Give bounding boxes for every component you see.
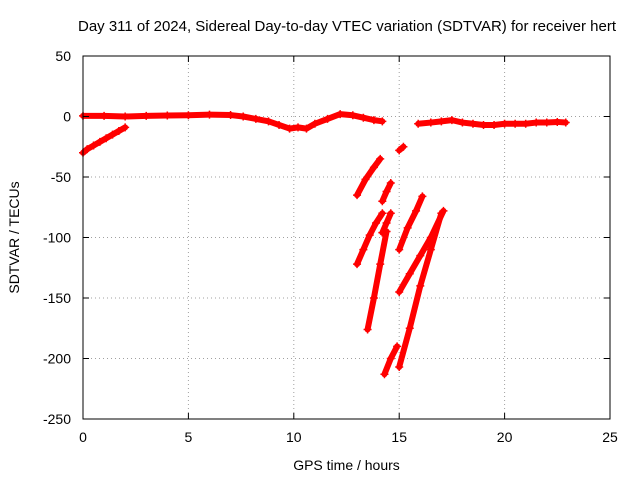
data-point <box>378 209 387 218</box>
y-tick-label: -150 <box>43 290 71 306</box>
x-tick-label: 10 <box>286 429 302 445</box>
grid-lines <box>83 56 610 419</box>
plot-frame <box>82 55 611 420</box>
data-point <box>386 209 395 218</box>
series-arc-f <box>395 192 427 254</box>
data-point-cluster <box>404 207 420 231</box>
series-baseline-early <box>79 110 387 133</box>
x-tick-label: 25 <box>602 429 618 445</box>
data-point <box>399 142 408 151</box>
series-rising-start <box>79 123 130 157</box>
chart-title-text: Day 311 of 2024, Sidereal Day-to-day VTE… <box>78 18 616 35</box>
data-point-cluster <box>406 252 424 277</box>
data-point-cluster <box>417 246 434 289</box>
chart-title: Day 311 of 2024, Sidereal Day-to-day VTE… <box>0 18 640 35</box>
data-point-cluster <box>370 261 384 301</box>
data-point <box>561 118 570 127</box>
data-point-cluster <box>396 270 413 295</box>
series-baseline-late <box>414 116 570 129</box>
data-point <box>393 342 402 351</box>
axis-ticks: 0 5 10 15 20 25 -250 -200 -150 -100 -50 0 50 <box>43 48 618 445</box>
series-arc-d <box>353 209 387 269</box>
data-point-cluster <box>417 234 434 259</box>
data-point <box>382 227 391 236</box>
data-point-cluster <box>396 224 411 253</box>
x-axis-label: GPS time / hours <box>293 457 400 473</box>
data-point-cluster <box>396 325 413 370</box>
data-point <box>437 209 446 218</box>
y-tick-label: -100 <box>43 230 71 246</box>
x-tick-label: 0 <box>79 429 87 445</box>
x-tick-label: 20 <box>497 429 513 445</box>
data-point <box>378 117 387 126</box>
data-point-cluster <box>370 155 384 171</box>
data-point-cluster <box>364 295 377 333</box>
data-point-cluster <box>387 343 401 362</box>
data-point <box>418 192 427 201</box>
data-point-cluster <box>413 193 426 214</box>
data-point-cluster <box>427 210 445 253</box>
x-tick-label: 5 <box>185 429 193 445</box>
y-tick-label: -50 <box>51 169 71 185</box>
y-axis-label: SDTVAR / TECUs <box>6 181 22 293</box>
series-arc-c <box>395 142 408 155</box>
series-arc-i <box>380 342 402 379</box>
series-arc-j <box>395 209 446 371</box>
data-point-cluster <box>377 228 390 268</box>
y-tick-label: 0 <box>63 109 71 125</box>
data-point <box>386 179 395 188</box>
data-point <box>376 154 385 163</box>
data-points <box>79 110 570 379</box>
series-arc-g <box>363 227 391 334</box>
x-tick-label: 15 <box>391 429 407 445</box>
y-tick-label: -200 <box>43 351 71 367</box>
y-tick-label: -250 <box>43 411 71 427</box>
data-point <box>121 123 130 132</box>
data-point-cluster <box>406 282 424 332</box>
data-point-cluster <box>373 210 386 226</box>
y-tick-label: 50 <box>55 48 71 64</box>
series-arc-b <box>378 179 395 206</box>
series-arc-a <box>353 154 385 200</box>
